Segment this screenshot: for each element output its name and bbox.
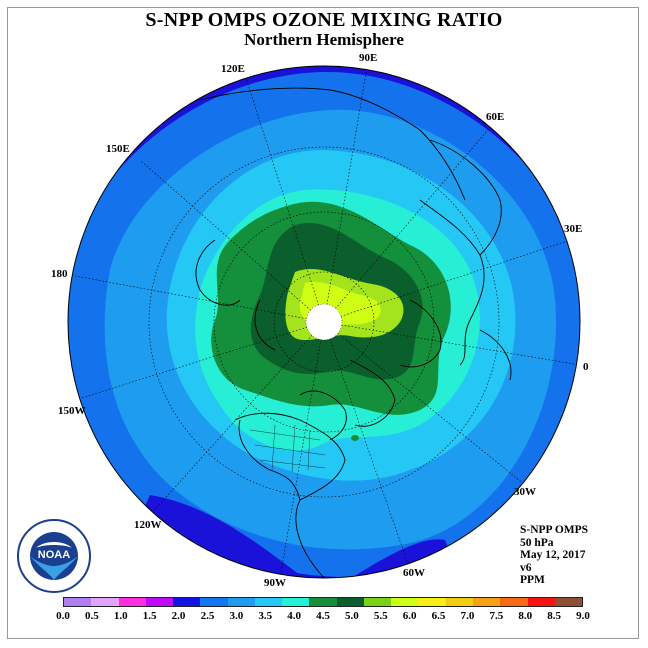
colorbar-tick-label: 3.0 [229,610,244,622]
colorbar-tick-label: 0.0 [56,610,70,622]
map-title: S-NPP OMPS OZONE MIXING RATIO [145,9,503,31]
colorbar-tick-label: 9.0 [576,610,590,622]
lon-label-150w: 150W [58,405,86,417]
colorbar-tick-label: 7.0 [460,610,475,622]
noaa-logo: NOAA [17,519,91,593]
map-subtitle: Northern Hemisphere [244,30,404,49]
colorbar-tick-label: 2.5 [200,610,215,622]
colorbar-segment [500,598,528,606]
map-frame [7,7,639,639]
contour-spot [351,435,359,441]
colorbar-segment [282,598,310,606]
colorbar-segment [309,598,337,606]
colorbar-tick-label: 5.0 [345,610,359,622]
colorbar-tick-label: 4.0 [287,610,301,622]
colorbar-segment [91,598,119,606]
map-border [67,65,581,579]
colorbar-segment [391,598,419,606]
colorbar-segment [200,598,228,606]
colorbar-segment [445,598,473,606]
colorbar-tick-label: 2.0 [171,610,186,622]
info-level: 50 hPa [520,536,554,549]
colorbar-segment [227,598,255,606]
lon-label-120e: 120E [221,63,245,75]
colorbar-segment [64,598,92,606]
info-date: May 12, 2017 [520,549,586,561]
colorbar-segment [554,598,583,606]
colorbar-segment [173,598,201,606]
polar-no-data-hole [306,304,342,340]
colorbar [63,597,583,607]
lon-label-60e: 60E [486,111,505,123]
meridians [69,66,580,578]
lon-label-150e: 150E [106,143,130,155]
info-version: v6 [520,561,532,574]
colorbar-tick-label: 6.5 [431,610,446,622]
colorbar-tick-label: 3.5 [258,610,273,622]
lon-label-0: 0 [583,361,589,373]
lon-label-90w: 90W [264,577,286,589]
colorbar-tick-label: 5.5 [373,610,388,622]
lon-label-30e: 30E [564,223,583,235]
info-instrument: S-NPP OMPS [520,524,589,536]
colorbar-segment [336,598,364,606]
lon-label-60w: 60W [403,567,425,579]
colorbar-ticks: 0.0 0.5 1.0 1.5 2.0 2.5 3.0 3.5 4.0 4.5 5.0 5.5 6.0 6… [56,610,590,622]
colorbar-segment [118,598,146,606]
lon-label-30w: 30W [514,486,536,498]
colorbar-segment [418,598,446,606]
colorbar-tick-label: 8.0 [518,610,533,622]
colorbar-tick-label: 7.5 [489,610,504,622]
latitude-circles [148,146,500,498]
coastlines [195,87,512,578]
colorbar-segment [527,598,555,606]
colorbar-segment [363,598,392,606]
info-box: S-NPP OMPS 50 hPa May 12, 2017 v6 PPM [520,524,588,587]
colorbar-tick-label: 1.5 [142,610,157,622]
colorbar-tick-label: 4.5 [316,610,330,622]
colorbar-segment [254,598,283,606]
colorbar-segment [145,598,174,606]
colorbar-tick-label: 0.5 [85,610,99,622]
colorbar-tick-label: 1.0 [113,610,128,622]
colorbar-tick-label: 6.0 [402,610,417,622]
lon-label-120w: 120W [134,519,162,531]
colorbar-segment [472,598,501,606]
colorbar-tick-label: 8.5 [547,610,561,622]
info-units: PPM [520,574,545,586]
lon-label-180: 180 [51,268,68,280]
lon-label-90e: 90E [359,52,378,64]
noaa-logo-text: NOAA [38,549,70,561]
state-boundaries [249,424,326,473]
